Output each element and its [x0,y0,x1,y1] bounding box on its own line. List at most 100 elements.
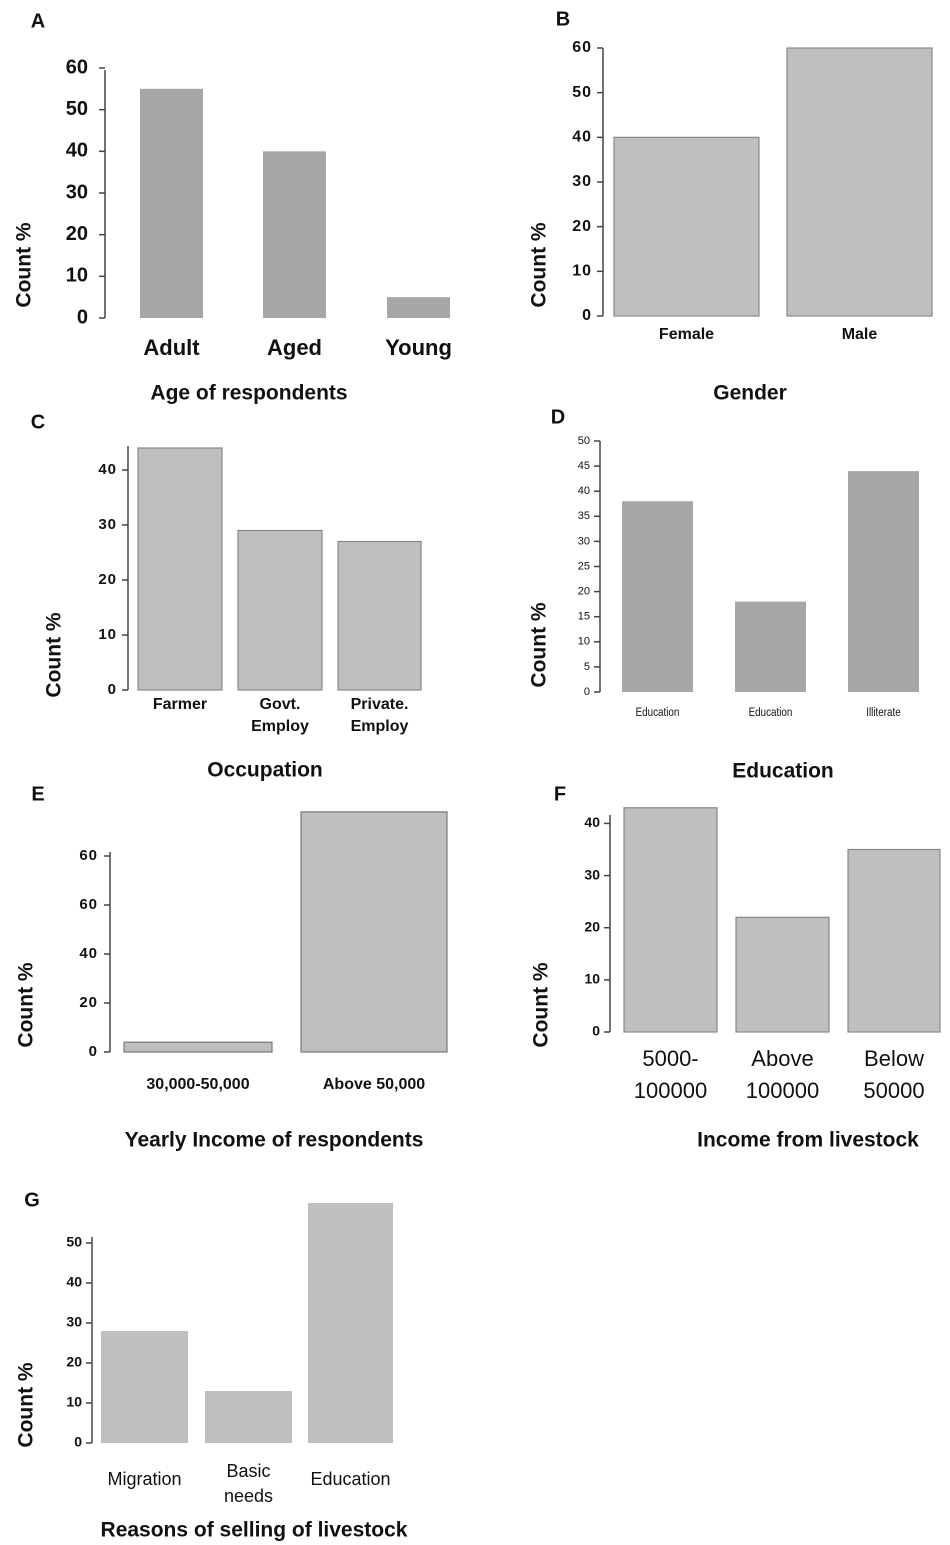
x-tick-label: Private. [351,696,409,713]
panel-label: D [551,406,565,428]
y-tick-label: 20 [79,994,98,1011]
panel-label: F [554,783,566,805]
y-tick-label: 35 [578,510,590,522]
bar [847,848,941,1033]
chart-panel: C 0 10 20 30 40 Farmer Govt. Employ Private. Emplo… [31,411,409,781]
y-tick-label: 20 [578,586,590,598]
bar [848,471,919,692]
y-tick-label: 50 [66,98,88,120]
panel-label: G [24,1189,40,1211]
y-tick-label: 50 [66,1234,82,1250]
y-tick-label: 30 [578,535,590,547]
x-axis-label: Occupation [207,759,323,782]
y-tick-label: 60 [572,39,592,56]
y-tick-label: 0 [592,1023,600,1039]
x-tick-label: Govt. [260,696,301,713]
x-tick-label: Male [842,326,878,343]
y-tick-label: 30 [66,1314,82,1330]
y-axis-label: Count % [528,602,551,687]
y-tick-label: 40 [98,461,117,478]
bar [308,1203,393,1443]
y-tick-label: 0 [582,307,592,324]
y-tick-label: 10 [572,263,592,280]
y-tick-label: 0 [77,306,88,328]
y-tick-label: 60 [79,847,98,864]
y-tick-label: 0 [108,681,117,698]
x-tick-label: Illiterate [866,706,900,719]
x-tick-label: Employ [251,718,309,735]
y-axis-label: Count % [13,222,36,307]
y-axis-label: Count % [15,962,38,1047]
x-axis-label: Education [732,760,834,783]
y-tick-label: 30 [584,866,600,882]
bar [101,1331,188,1443]
y-tick-label: 40 [66,140,88,162]
bar [123,1041,273,1053]
chart-panel: E 0 20 40 60 60 30,000-50,000 Above 50,000 Yearl… [15,783,426,1151]
y-tick-label: 30 [66,181,88,203]
y-tick-label: 20 [66,223,88,245]
bar [387,297,450,318]
chart-panel: F 0 10 20 30 40 5000- 100000 Above 100000 Below 500… [530,783,925,1151]
x-tick-label: Female [659,326,714,343]
chart-panel: A 0 10 20 30 40 50 60 Adult Aged Young Age of respo… [13,10,452,404]
y-tick-label: 45 [578,460,590,472]
bar [263,151,326,318]
y-tick-label: 20 [572,218,592,235]
x-tick-label: Employ [351,718,409,735]
bar [137,447,223,691]
y-tick-label: 10 [66,1394,82,1410]
bar [300,811,448,1053]
x-tick-label: 30,000-50,000 [146,1076,249,1093]
y-tick-label: 50 [578,435,590,447]
y-tick-label: 10 [66,265,88,287]
y-tick-label: 25 [578,560,590,572]
y-tick-label: 0 [74,1434,82,1450]
x-tick-label: 50000 [863,1078,924,1103]
y-tick-label: 10 [584,971,600,987]
y-tick-label: 15 [578,611,590,623]
bar [735,601,806,692]
x-tick-label: Education [636,706,680,719]
y-tick-label: 60 [66,56,88,78]
y-tick-label: 30 [98,516,117,533]
chart-panel: G 0 10 20 30 40 50 Migration Basic needs Education… [15,1189,408,1541]
x-axis-label: Income from livestock [697,1129,919,1152]
x-tick-label: Basic [226,1461,270,1481]
panel-label: E [31,783,44,805]
y-tick-label: 40 [584,814,600,830]
y-tick-label: 0 [89,1043,98,1060]
panel-label: A [31,10,45,32]
x-tick-label: Aged [267,335,322,360]
x-tick-label: 100000 [746,1078,819,1103]
bar [786,47,933,317]
panel-label: C [31,411,45,433]
y-axis-label: Count % [43,612,66,697]
x-axis-label: Age of respondents [150,382,347,405]
y-tick-label: 5 [584,661,590,673]
bar [237,529,323,691]
y-tick-label: 40 [572,129,592,146]
y-axis-label: Count % [528,222,551,307]
y-tick-label: 20 [66,1354,82,1370]
y-tick-label: 10 [578,636,590,648]
bar [735,916,830,1033]
y-tick-label: 20 [98,571,117,588]
x-tick-label: Young [385,335,452,360]
x-tick-label: needs [224,1486,273,1506]
y-axis-label: Count % [530,962,553,1047]
chart-panel: D 0 5 10 15 20 25 30 35 40 45 50 Education Education I… [528,406,901,782]
y-axis-label: Count % [15,1362,38,1447]
y-tick-label: 60 [79,896,98,913]
bar [622,501,693,692]
bar [140,88,203,318]
bar [613,136,760,317]
bar [337,540,422,691]
x-tick-label: Migration [107,1469,181,1489]
x-tick-label: 100000 [634,1078,707,1103]
x-tick-label: Above 50,000 [323,1076,425,1093]
y-tick-label: 50 [572,84,592,101]
x-tick-label: Above [751,1046,813,1071]
bar [205,1391,292,1443]
y-tick-label: 30 [572,173,592,190]
